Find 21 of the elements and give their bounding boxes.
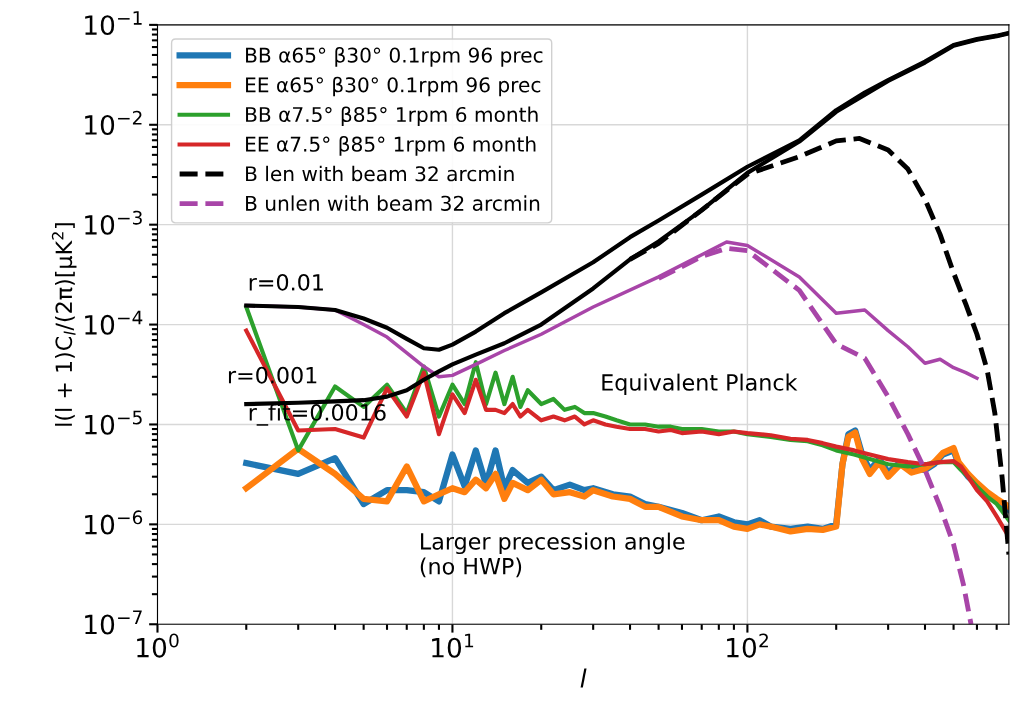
legend-label: EE α7.5° β85° 1rpm 6 month	[246, 136, 536, 156]
annotation: r=0.01	[249, 273, 323, 291]
y-tick-label: 10$^{−7}$	[85, 610, 142, 635]
y-tick-label: 10$^{−3}$	[85, 210, 142, 235]
x-tick-label: 10$^{2}$	[727, 633, 768, 658]
y-tick-label: 10$^{−5}$	[85, 410, 142, 435]
x-axis-title: l	[580, 668, 587, 688]
legend-label: BB α7.5° β85° 1rpm 6 month	[246, 106, 538, 127]
y-axis-title: l(l + 1)C$_{l}$/(2π)[μK$^{2}$]	[51, 223, 77, 426]
y-tick-label: 10$^{−2}$	[85, 110, 142, 135]
legend-label: EE α65° β30° 0.1rpm 96 prec	[246, 76, 541, 97]
annotation: Larger precession angle (no HWP)	[420, 532, 685, 578]
y-tick-label: 10$^{−6}$	[85, 510, 143, 535]
annotation: Equivalent Planck	[602, 373, 798, 396]
y-tick-label: 10$^{−4}$	[85, 310, 143, 335]
x-tick-label: 10$^{1}$	[432, 633, 474, 658]
legend-label: B len with beam 32 arcmin	[246, 165, 514, 182]
legend-label: B unlen with beam 32 arcmin	[246, 195, 540, 211]
y-tick-label: 10$^{−1}$	[85, 11, 142, 36]
legend-label: BB α65° β30° 0.1rpm 96 prec	[246, 47, 543, 67]
x-tick-label: 10$^{0}$	[137, 633, 179, 658]
